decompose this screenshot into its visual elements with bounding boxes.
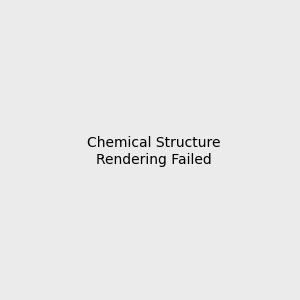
Text: Chemical Structure
Rendering Failed: Chemical Structure Rendering Failed — [87, 136, 220, 166]
